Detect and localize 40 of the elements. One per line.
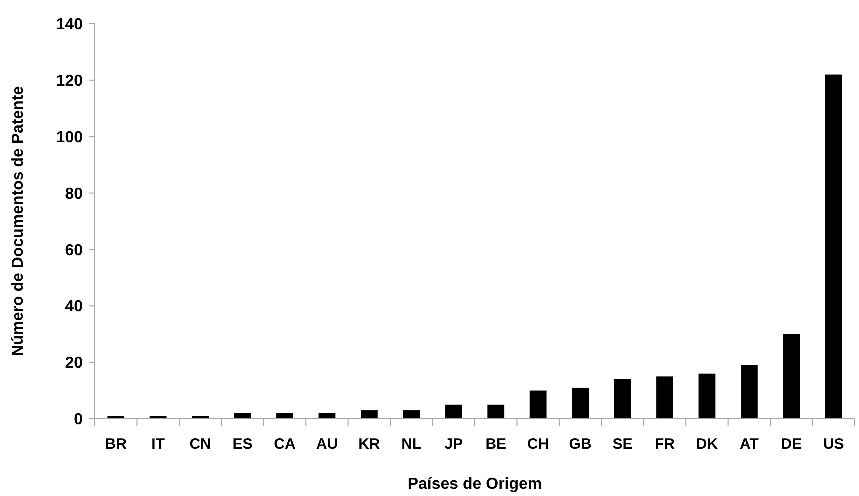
bar: [488, 404, 505, 419]
bar: [572, 388, 589, 419]
y-tick-label: 100: [56, 129, 84, 146]
x-tick-label: DE: [781, 436, 802, 453]
y-tick-label: 120: [56, 73, 84, 90]
bar: [783, 334, 800, 419]
x-tick-label: NL: [402, 436, 422, 453]
x-tick-label: CA: [274, 436, 296, 453]
x-tick-label: ES: [232, 436, 253, 453]
x-axis-title: Países de Origem: [408, 476, 542, 493]
y-tick-label: 40: [65, 298, 84, 316]
y-tick-label: 0: [74, 412, 84, 429]
y-axis-title: Número de Documentos de Patente: [10, 86, 27, 357]
y-tick-label: 20: [65, 355, 84, 372]
bar: [361, 410, 378, 419]
x-tick-label: US: [823, 436, 844, 453]
x-tick-label: BR: [105, 436, 128, 453]
y-tick-label: 80: [65, 186, 84, 203]
bar: [698, 374, 716, 419]
x-tick-label: JP: [444, 436, 464, 453]
x-tick-label: FR: [655, 436, 676, 453]
bar: [445, 404, 462, 419]
x-tick-label: AU: [316, 436, 338, 453]
x-tick-label: CH: [527, 436, 550, 453]
bar: [825, 74, 842, 419]
x-tick-label: CN: [190, 436, 212, 453]
x-tick-label: BE: [486, 436, 507, 453]
x-tick-label: AT: [740, 436, 759, 453]
bar: [530, 390, 547, 419]
x-tick-label: IT: [152, 436, 166, 453]
bar: [403, 410, 420, 419]
x-tick-label: GB: [569, 436, 592, 453]
bar: [614, 380, 632, 419]
y-tick-label: 60: [65, 242, 84, 260]
bar: [656, 376, 674, 419]
y-tick-label: 140: [56, 16, 84, 34]
bar: [741, 365, 758, 419]
x-tick-label: KR: [358, 436, 380, 453]
x-tick-label: SE: [612, 436, 633, 453]
x-tick-label: DK: [696, 436, 718, 453]
